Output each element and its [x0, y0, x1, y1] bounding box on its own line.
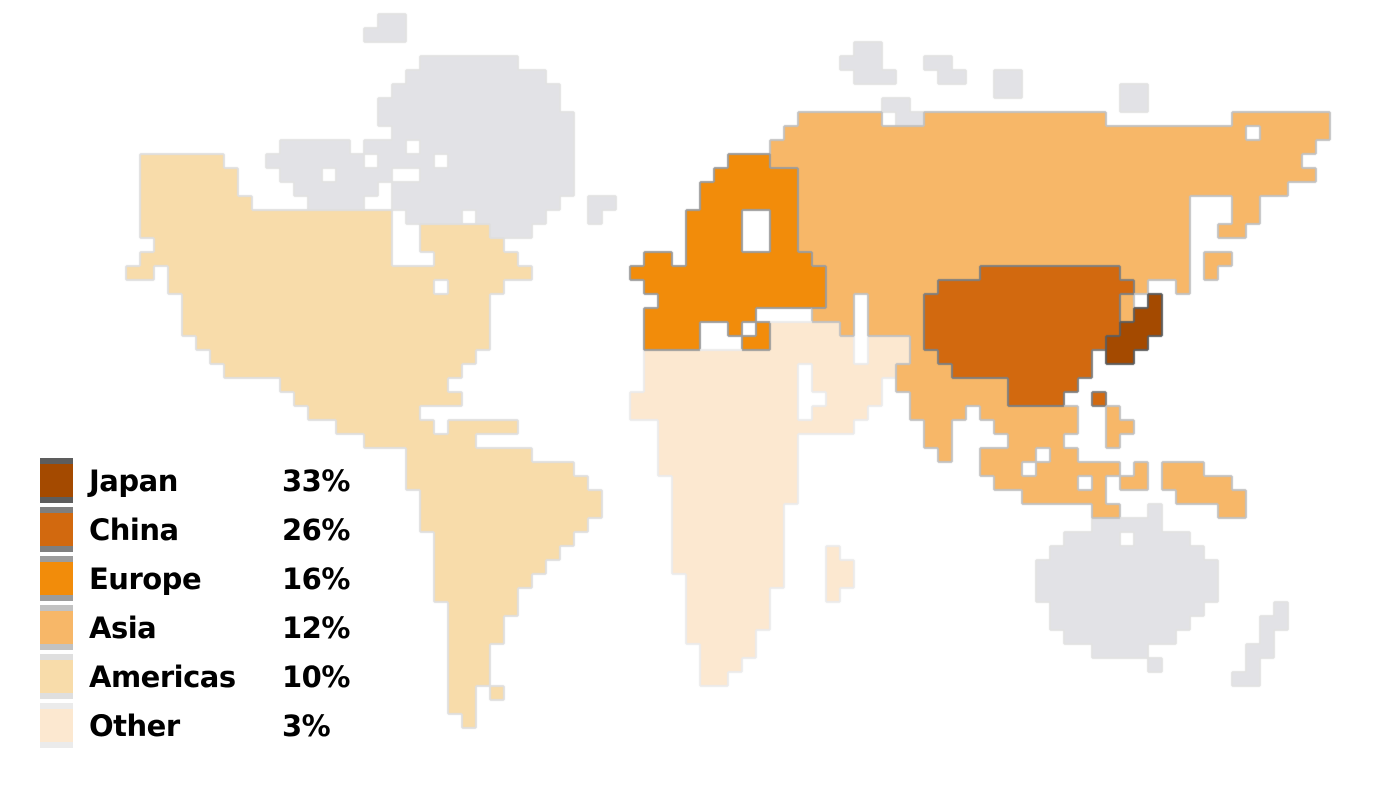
legend-value: 10% — [282, 659, 350, 694]
legend-label: Americas — [89, 659, 236, 694]
legend-item-europe[interactable]: Europe 16% — [40, 556, 380, 601]
legend-label: Asia — [89, 610, 157, 645]
legend-label: Other — [89, 708, 180, 743]
legend-value: 3% — [282, 708, 331, 743]
legend-item-asia[interactable]: Asia 12% — [40, 605, 380, 650]
legend-swatch — [40, 703, 73, 748]
legend-value: 12% — [282, 610, 350, 645]
legend-swatch — [40, 654, 73, 699]
legend-label: Europe — [89, 561, 202, 596]
legend-label: China — [89, 512, 179, 547]
legend-value: 33% — [282, 463, 350, 498]
legend-swatch — [40, 605, 73, 650]
legend-swatch — [40, 556, 73, 601]
legend-value: 26% — [282, 512, 350, 547]
legend-swatch — [40, 507, 73, 552]
legend-value: 16% — [282, 561, 350, 596]
legend-swatch — [40, 458, 73, 503]
legend-item-americas[interactable]: Americas 10% — [40, 654, 380, 699]
legend-label: Japan — [89, 463, 178, 498]
legend-item-other[interactable]: Other 3% — [40, 703, 380, 748]
legend-item-japan[interactable]: Japan 33% — [40, 458, 380, 503]
legend-item-china[interactable]: China 26% — [40, 507, 380, 552]
